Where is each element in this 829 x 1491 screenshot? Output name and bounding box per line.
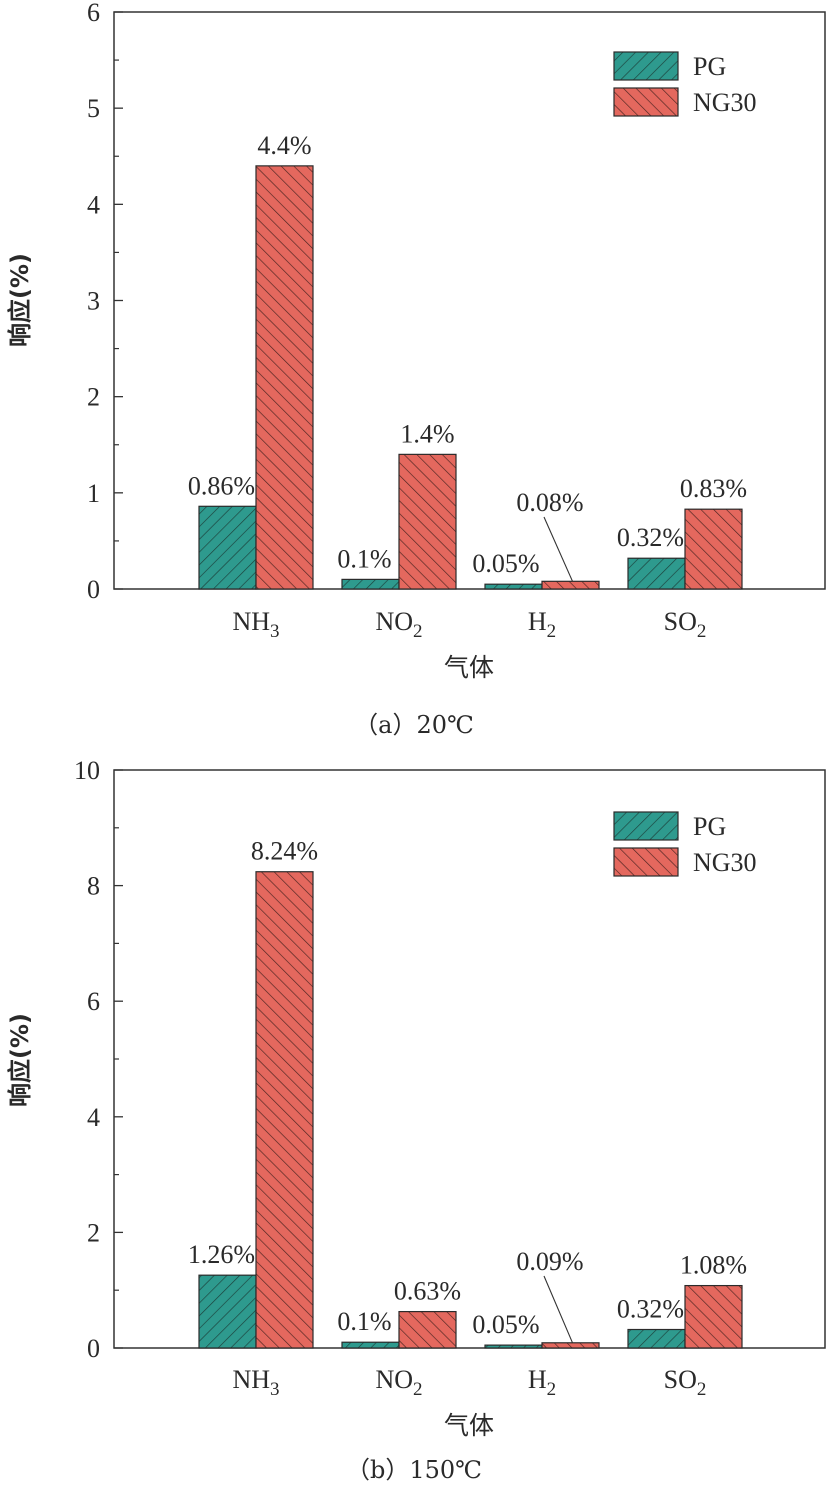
data-label: 0.63% [394,1277,461,1306]
y-tick-label: 10 [74,756,100,785]
bar-pg-1 [341,1341,400,1349]
data-label: 4.4% [257,131,311,160]
x-tick-label: H2 [528,1365,556,1400]
x-axis-label: 气体 [444,1411,494,1440]
bars [198,871,743,1349]
y-tick-label: 2 [87,1218,100,1247]
y-tick-label: 0 [87,1334,100,1363]
y-tick-label: 6 [87,987,100,1016]
y-tick-label: 2 [87,383,100,412]
data-label: 0.09% [516,1247,583,1276]
x-axis-ticks: NH3 NO2 H2 SO2 [232,607,706,642]
callout-line [543,1275,574,1344]
y-tick-label: 5 [87,94,100,123]
legend: PG NG30 [613,51,757,117]
legend-label: NG30 [693,848,757,877]
x-axis-label: 气体 [444,653,494,682]
legend-swatch-ng30 [613,847,679,877]
bar-pg-0 [198,1274,257,1349]
bar-ng30-2 [541,1342,600,1349]
data-label: 0.32% [617,1295,684,1324]
y-tick-label: 3 [87,287,100,316]
x-axis-ticks: NH3 NO2 H2 SO2 [232,1365,706,1400]
bar-pg-3 [627,557,686,590]
x-tick-label: H2 [528,607,556,642]
chart-caption: （b）150℃ [346,1456,482,1484]
y-tick-label: 6 [87,0,100,27]
legend-swatch-pg [613,51,679,81]
data-label: 0.32% [617,523,684,552]
bar-ng30-0 [255,165,314,590]
legend: PG NG30 [613,811,757,877]
legend-label: PG [693,52,726,81]
bar-pg-2 [484,583,543,590]
data-label: 0.86% [188,471,255,500]
data-label: 1.08% [680,1251,747,1280]
chart-panel-b: 0 2 4 6 8 10 1.26% 0.1% 0.05% 0.32% 8.24% 0.63% 0.0… [6,756,826,1484]
x-tick-label: NO2 [375,1365,422,1400]
legend-swatch-pg [613,811,679,841]
data-label: 8.24% [251,837,318,866]
data-label: 0.1% [337,1307,391,1336]
data-labels: 1.26% 0.1% 0.05% 0.32% 8.24% 0.63% 0.09% 1.08% [188,837,747,1344]
bar-ng30-0 [255,871,314,1349]
bar-pg-3 [627,1328,686,1349]
callout-line [543,516,574,582]
bar-ng30-1 [398,453,457,590]
data-label: 1.26% [188,1240,255,1269]
x-tick-label: SO2 [664,607,707,642]
x-tick-label: NH3 [232,607,279,642]
chart-caption: （a）20℃ [354,711,474,739]
y-tick-label: 8 [87,872,100,901]
data-label: 0.83% [680,474,747,503]
x-tick-label: NH3 [232,1365,279,1400]
data-label: 1.4% [400,419,454,448]
bars [198,165,743,590]
chart-panel-a: 0 1 2 3 4 5 6 0.86% 0.1% 0.05% 0.32% 4.4% 1.4% 0.08%… [6,0,826,739]
y-axis-label: 响应(%) [6,1013,34,1107]
bar-ng30-3 [684,1284,743,1349]
y-axis-ticks: 0 1 2 3 4 5 6 [87,0,123,604]
data-labels: 0.86% 0.1% 0.05% 0.32% 4.4% 1.4% 0.08% 0.83% [188,131,747,582]
y-tick-label: 4 [87,1103,100,1132]
data-label: 0.05% [472,549,539,578]
data-label: 0.08% [516,488,583,517]
legend-label: PG [693,812,726,841]
y-tick-label: 0 [87,575,100,604]
bar-pg-2 [484,1344,543,1349]
bar-ng30-1 [398,1310,457,1349]
x-tick-label: NO2 [375,607,422,642]
bar-pg-1 [341,578,400,590]
legend-label: NG30 [693,88,757,117]
y-tick-label: 1 [87,479,100,508]
data-label: 0.1% [337,544,391,573]
y-axis-label: 响应(%) [6,253,34,347]
bar-ng30-2 [541,580,600,590]
y-axis-ticks: 0 2 4 6 8 10 [74,756,123,1363]
legend-swatch-ng30 [613,87,679,117]
y-tick-label: 4 [87,190,100,219]
bar-pg-0 [198,505,257,590]
data-label: 0.05% [472,1310,539,1339]
bar-ng30-3 [684,508,743,590]
x-tick-label: SO2 [664,1365,707,1400]
